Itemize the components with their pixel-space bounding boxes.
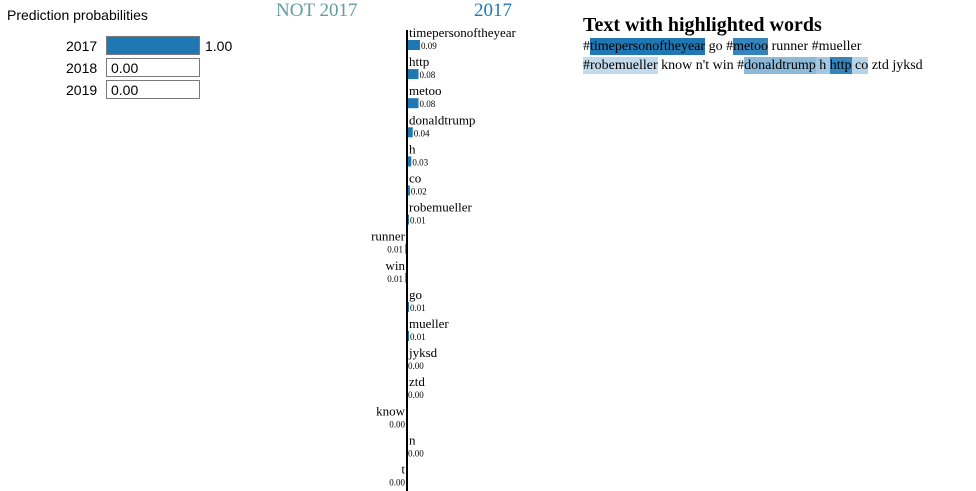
feature-label: jyksd: [408, 345, 438, 360]
probability-value: 1.00: [205, 38, 233, 54]
feature-value-label: 0.00: [408, 390, 424, 400]
feature-value-label: 0.04: [414, 128, 430, 138]
feature-label: runner: [371, 229, 406, 244]
probability-value: 0.00: [111, 60, 139, 76]
feature-label: know: [376, 403, 406, 418]
probability-bar: [106, 36, 200, 55]
probability-row-2017: 2017 1.00: [0, 36, 260, 55]
feature-bar: [407, 185, 410, 196]
feature-value-label: 0.00: [389, 419, 405, 429]
feature-value-label: 0.00: [408, 361, 424, 371]
plain-text: go #: [705, 39, 734, 54]
class-label: 2017: [66, 38, 98, 54]
feature-label: win: [386, 258, 406, 273]
highlighted-text-line: #timepersonoftheyear go #metoo runner #m…: [583, 37, 976, 56]
feature-value-label: 0.01: [410, 332, 426, 342]
class-label: 2019: [66, 82, 98, 98]
probability-row-2018: 2018 0.00: [0, 58, 260, 77]
plain-text: know n't win #: [657, 58, 745, 73]
feature-label: t: [401, 462, 405, 477]
highlighted-word: #robemueller: [583, 57, 658, 74]
feature-value-label: 0.08: [420, 99, 436, 109]
feature-value-label: 0.01: [387, 245, 403, 255]
highlighted-word: timepersonoftheyear: [590, 38, 706, 55]
highlighted-text-body: #timepersonoftheyear go #metoo runner #m…: [583, 37, 976, 75]
negative-class-label: NOT 2017: [276, 0, 358, 21]
highlighted-word: co: [851, 57, 869, 74]
feature-value-label: 0.01: [410, 216, 426, 226]
probability-value: 0.00: [111, 82, 139, 98]
probability-row-2019: 2019 0.00: [0, 80, 260, 99]
plain-text: runner #mueller: [768, 39, 862, 54]
highlighted-word: http: [829, 57, 852, 74]
feature-value-label: 0.01: [387, 274, 403, 284]
feature-label: timepersonoftheyear: [409, 25, 517, 40]
plain-text: #: [583, 39, 590, 54]
prediction-probabilities-title: Prediction probabilities: [7, 7, 148, 23]
highlighted-text-title: Text with highlighted words: [583, 14, 822, 36]
highlighted-text-line: #robemueller know n't win #donaldtrump h…: [583, 56, 976, 75]
feature-bar: [407, 127, 413, 138]
feature-value-label: 0.01: [410, 303, 426, 313]
feature-label: http: [409, 54, 429, 69]
feature-label: robemueller: [409, 200, 472, 215]
feature-label: donaldtrump: [409, 112, 475, 127]
class-label: 2018: [66, 60, 98, 76]
feature-bar: [407, 69, 419, 80]
feature-label: metoo: [409, 83, 442, 98]
probability-bar: 0.00: [106, 80, 200, 99]
feature-bar: [407, 98, 419, 109]
feature-label: mueller: [409, 316, 449, 331]
feature-value-label: 0.09: [421, 41, 437, 51]
feature-bar: [407, 40, 420, 50]
probability-bar: 0.00: [106, 58, 200, 77]
feature-value-label: 0.00: [389, 478, 405, 488]
probability-bar-fill: [107, 37, 199, 54]
feature-label: ztd: [409, 374, 425, 389]
feature-label: co: [409, 171, 421, 186]
highlighted-word: donaldtrump: [744, 57, 816, 74]
feature-value-label: 0.02: [411, 187, 427, 197]
positive-class-label: 2017: [474, 0, 512, 21]
feature-bar: [407, 156, 412, 167]
plain-text: ztd jyksd: [868, 58, 923, 73]
feature-value-label: 0.00: [408, 448, 424, 458]
highlighted-word: metoo: [733, 38, 769, 55]
feature-label: h: [409, 141, 416, 156]
highlighted-word: h: [815, 57, 830, 74]
feature-value-label: 0.08: [420, 70, 436, 80]
feature-label: n: [409, 432, 416, 447]
feature-label: go: [409, 287, 422, 302]
feature-value-label: 0.03: [412, 157, 428, 167]
